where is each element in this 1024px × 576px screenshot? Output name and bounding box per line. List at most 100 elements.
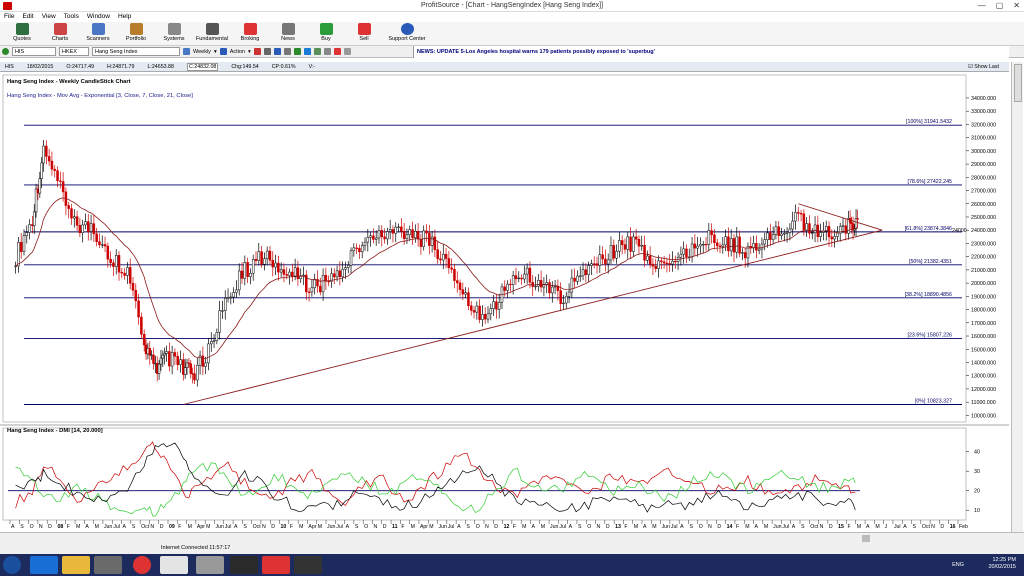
minimize-icon[interactable]: — (977, 1, 986, 10)
start-icon[interactable] (3, 556, 21, 574)
broking-button[interactable]: Broking (232, 22, 268, 45)
x-tick-label: M (875, 524, 879, 530)
ie-icon[interactable] (30, 556, 58, 574)
vertical-scrollbar[interactable] (1011, 62, 1023, 532)
y-tick-label: 29000.000 (971, 162, 996, 168)
symbol-input[interactable]: HIS (12, 47, 56, 56)
news-button[interactable]: News (270, 22, 306, 45)
candle-body (847, 218, 850, 234)
print-icon[interactable] (333, 48, 341, 55)
lock-icon[interactable] (323, 48, 331, 55)
profitsource-icon[interactable] (262, 556, 290, 574)
close-icon[interactable]: ✕ (1013, 1, 1020, 10)
x-tick-label: Jun (327, 524, 335, 530)
menu-edit[interactable]: Edit (22, 13, 34, 20)
delete-icon[interactable] (253, 48, 261, 55)
sync-icon[interactable] (313, 48, 321, 55)
portfolio-button[interactable]: Portfolio (118, 22, 154, 45)
candle-body (344, 267, 347, 270)
x-tick-label: 16 (950, 524, 956, 530)
action-menu[interactable]: Action (229, 48, 245, 55)
sell-button[interactable]: Sell (346, 22, 382, 45)
scroll-thumb[interactable] (862, 535, 870, 542)
horizontal-scrollbar[interactable] (0, 532, 1024, 544)
menu-window[interactable]: Window (86, 13, 110, 20)
y-tick-label: 30000.000 (971, 149, 996, 155)
menu-tools[interactable]: Tools (63, 13, 79, 20)
candle-body (232, 292, 235, 298)
price-chart-svg[interactable]: 10000.000 11000.000 12000.000 13000.000 1400… (0, 72, 1009, 532)
candle-body (296, 267, 300, 279)
exchange-field[interactable]: HKEX (59, 47, 89, 56)
refresh-icon[interactable] (303, 48, 311, 55)
x-tick-label: D (160, 524, 164, 530)
settings-icon[interactable] (343, 48, 351, 55)
period-select[interactable]: Weekly (193, 48, 211, 55)
show-last-toggle[interactable]: ☑ Show Last (968, 64, 999, 70)
tray-date: 20/02/2015 (988, 564, 1016, 570)
x-tick-label: S (913, 524, 917, 530)
app-icon[interactable] (294, 556, 322, 574)
y-tick-label: 19000.000 (971, 294, 996, 300)
candle-body (699, 244, 702, 247)
zoom-icon[interactable] (283, 48, 291, 55)
app-icon[interactable] (196, 556, 224, 574)
x-tick-label: Apr (308, 524, 316, 530)
candle-body (148, 348, 152, 356)
app-icon[interactable] (94, 556, 122, 574)
support-center-button[interactable]: Support Center (384, 22, 430, 45)
candle-body (752, 243, 755, 249)
prev-icon[interactable] (263, 48, 271, 55)
news-ticker[interactable]: NEWS: UPDATE 5-Los Angeles hospital warn… (413, 46, 1009, 58)
candle-body (598, 254, 602, 266)
menu-view[interactable]: View (41, 13, 56, 20)
candle-body (310, 287, 314, 293)
candle-body (766, 232, 769, 241)
x-tick-label: Jun (773, 524, 781, 530)
fib-level-label: [78.6%] 27422.245 (908, 179, 953, 185)
terminal-icon[interactable] (230, 556, 258, 574)
draw-icon[interactable] (293, 48, 301, 55)
info-open: O:24717.49 (66, 63, 95, 70)
candle-body (727, 236, 730, 252)
chart-area[interactable]: 10000.000 11000.000 12000.000 13000.000 1400… (0, 72, 1009, 532)
maximize-icon[interactable]: ▢ (995, 1, 1004, 10)
candle-body (56, 170, 59, 182)
chart-subtitle: Hang Seng Index - Mov Avg - Exponential … (7, 93, 193, 99)
document-icon[interactable] (160, 556, 188, 574)
charts-button[interactable]: Charts (42, 22, 78, 45)
candle-body (634, 236, 638, 240)
chrome-icon[interactable] (133, 556, 151, 574)
menu-help[interactable]: Help (117, 13, 132, 20)
portfolio-icon (129, 23, 143, 35)
candle-body (690, 243, 694, 258)
menu-file[interactable]: File (4, 13, 15, 20)
x-tick-label: O (30, 524, 34, 530)
candle-body (668, 263, 671, 265)
next-icon[interactable] (273, 48, 281, 55)
candle-body (453, 268, 456, 281)
candle-body (592, 263, 596, 265)
security-name-field[interactable]: Hang Seng Index (92, 47, 180, 56)
candle-body (590, 263, 593, 266)
buy-button[interactable]: Buy (308, 22, 344, 45)
candle-body (17, 241, 20, 267)
systems-button[interactable]: Systems (156, 22, 192, 45)
explorer-icon[interactable] (62, 556, 90, 574)
chevron-down-icon[interactable]: ▾ (248, 48, 251, 55)
scroll-thumb[interactable] (1014, 64, 1022, 102)
candle-body (330, 273, 333, 282)
candle-body (551, 286, 554, 294)
candle-body (794, 212, 797, 222)
fundamental-button[interactable]: Fundamental (194, 22, 230, 45)
candle-body (523, 273, 526, 280)
quotes-button[interactable]: Quotes (4, 22, 40, 45)
candle-body (237, 270, 241, 291)
candle-body (53, 168, 56, 171)
scanners-button[interactable]: Scanners (80, 22, 116, 45)
candle-body (576, 275, 579, 282)
language-indicator[interactable]: ENG (952, 562, 964, 568)
candle-body (61, 181, 65, 193)
chevron-down-icon[interactable]: ▾ (213, 48, 217, 55)
window-title: ProfitSource - [Chart - HangSengIndex [H… (420, 2, 604, 9)
